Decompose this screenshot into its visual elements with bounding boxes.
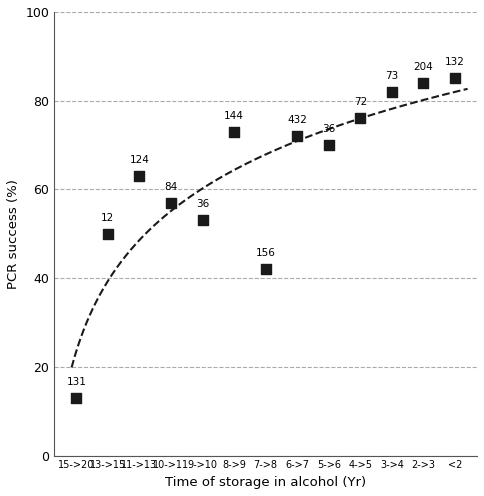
Point [293,132,301,140]
Point [230,128,238,136]
X-axis label: Time of storage in alcohol (Yr): Time of storage in alcohol (Yr) [165,476,366,489]
Text: 432: 432 [287,115,307,125]
Text: 73: 73 [385,71,398,81]
Point [136,172,143,180]
Text: 131: 131 [66,377,86,387]
Text: 36: 36 [196,199,209,209]
Point [167,199,175,207]
Text: 204: 204 [413,62,433,72]
Text: 72: 72 [354,97,367,107]
Point [420,79,427,87]
Point [73,394,80,402]
Y-axis label: PCR success (%): PCR success (%) [7,179,20,289]
Text: 36: 36 [322,124,335,134]
Point [104,230,112,238]
Text: 12: 12 [101,213,115,223]
Point [325,141,333,149]
Text: 156: 156 [256,248,275,258]
Text: 124: 124 [130,155,150,165]
Point [451,74,459,82]
Point [388,88,396,96]
Point [356,115,364,123]
Text: 84: 84 [165,182,178,191]
Text: 144: 144 [224,111,244,121]
Text: 132: 132 [445,58,465,67]
Point [198,217,206,225]
Point [262,265,270,273]
